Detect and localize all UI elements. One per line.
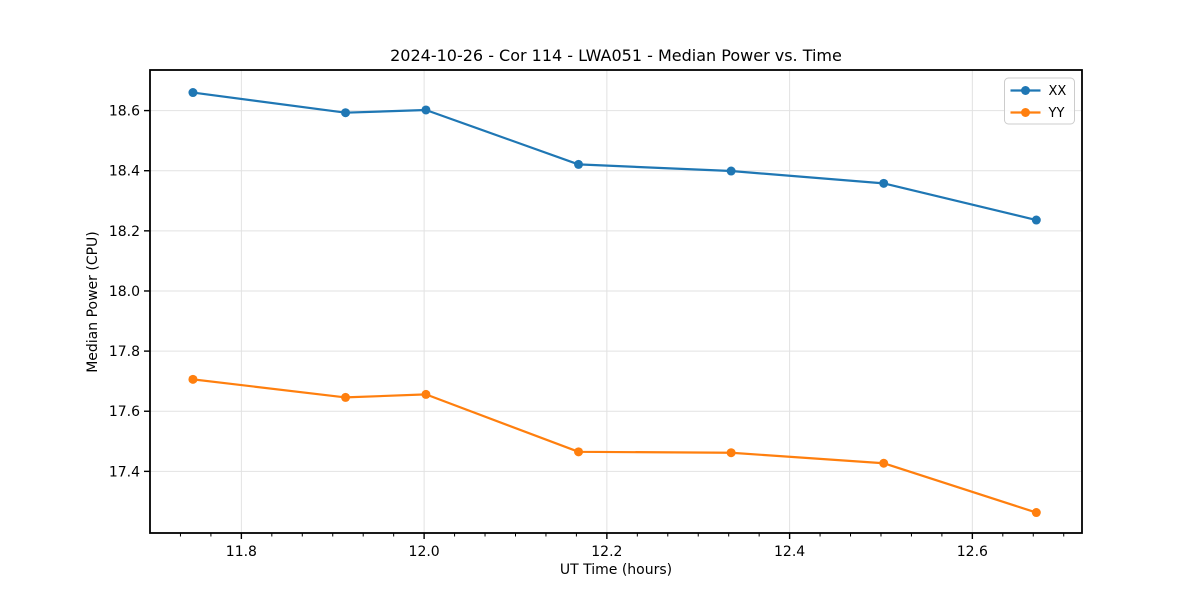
tick-labels: 11.8 12.0 12.2 12.4 12.6 17.4 17.6 17.8 18.0 18.2… (109, 104, 988, 560)
y-tick-label: 18.2 (109, 224, 140, 240)
data-point-YY (421, 389, 431, 399)
legend-entry-label: XX (1049, 84, 1067, 99)
data-point-YY (574, 447, 584, 457)
series-line-YY (191, 378, 1038, 514)
legend: XX YY (1004, 77, 1075, 125)
axis-ticks (144, 109, 1065, 539)
data-point-XX (188, 88, 198, 98)
y-tick-label: 18.6 (109, 104, 140, 120)
y-tick-label: 17.4 (109, 464, 140, 480)
grid-lines (150, 70, 1082, 533)
data-point-YY (341, 392, 351, 402)
x-axis-label: UT Time (hours) (560, 562, 672, 578)
x-tick-label: 12.6 (957, 544, 988, 560)
x-tick-label: 12.4 (774, 544, 805, 560)
y-tick-label: 17.8 (109, 344, 140, 360)
data-point-YY (879, 458, 889, 468)
data-point-XX (421, 105, 431, 115)
y-tick-label: 17.6 (109, 404, 140, 420)
legend-entry-label: YY (1048, 106, 1065, 121)
series-line-XX (191, 91, 1038, 222)
legend-marker-XX (1021, 86, 1030, 95)
x-tick-label: 12.2 (591, 544, 622, 560)
legend-marker-YY (1021, 108, 1030, 117)
y-tick-label: 18.4 (109, 164, 140, 180)
x-tick-label: 11.8 (226, 544, 257, 560)
y-axis-label: Median Power (CPU) (85, 231, 101, 373)
y-tick-label: 18.0 (109, 284, 140, 300)
plot-border (149, 69, 1083, 534)
data-point-YY (188, 374, 198, 384)
data-point-XX (726, 166, 736, 176)
data-point-XX (879, 178, 889, 188)
data-series (188, 88, 1041, 518)
data-point-XX (574, 159, 584, 169)
chart-title: 2024-10-26 - Cor 114 - LWA051 - Median P… (390, 46, 842, 65)
data-point-YY (726, 448, 736, 458)
data-point-YY (1031, 508, 1041, 518)
data-point-XX (341, 108, 351, 118)
data-point-XX (1031, 215, 1041, 225)
x-tick-label: 12.0 (409, 544, 440, 560)
